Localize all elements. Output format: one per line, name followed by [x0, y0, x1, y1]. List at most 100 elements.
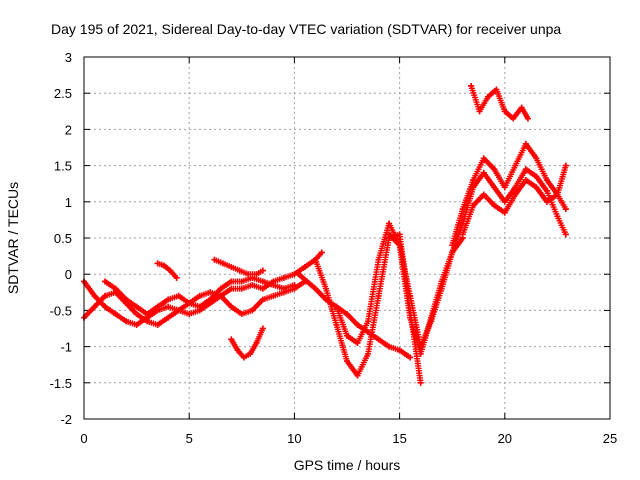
data-point: [417, 350, 424, 357]
data-point: [386, 220, 393, 227]
data-point: [562, 206, 569, 213]
y-tick-label: 0.5: [54, 231, 72, 246]
data-point: [154, 321, 161, 328]
data-point: [407, 314, 414, 321]
data-point: [365, 350, 372, 357]
data-point: [396, 242, 403, 249]
y-tick-label: 2: [65, 122, 72, 137]
data-point: [238, 311, 245, 318]
data-point: [533, 173, 540, 180]
x-axis-label: GPS time / hours: [294, 457, 401, 473]
data-point: [522, 177, 529, 184]
data-point: [354, 321, 361, 328]
data-point: [344, 332, 350, 339]
data-series: [459, 166, 569, 238]
data-point: [386, 343, 393, 350]
data-point: [196, 292, 203, 299]
data-series: [386, 231, 466, 357]
data-point: [280, 285, 287, 292]
data-point: [522, 166, 529, 173]
data-point: [144, 318, 151, 325]
data-point: [196, 303, 203, 310]
data-point: [417, 379, 424, 386]
y-axis-ticks: -2 -1.5 -1 -0.5 0 0.5 1 1.5 2 2.5 3: [50, 50, 610, 427]
data-point: [375, 256, 382, 263]
data-point: [543, 187, 550, 194]
data-point: [562, 231, 569, 238]
chart-title: Day 195 of 2021, Sidereal Day-to-day VTE…: [51, 21, 561, 37]
data-points: [81, 82, 569, 386]
data-point: [562, 162, 569, 169]
y-tick-label: 2.5: [54, 86, 72, 101]
data-point: [491, 184, 498, 191]
y-tick-label: 1.5: [54, 159, 72, 174]
data-series: [102, 274, 298, 318]
data-point: [186, 300, 193, 307]
y-tick-label: -1: [60, 340, 72, 355]
data-point: [249, 307, 256, 314]
data-point: [123, 318, 130, 325]
data-point: [344, 358, 350, 365]
y-tick-label: -0.5: [50, 303, 72, 318]
data-point: [493, 86, 500, 93]
y-tick-label: 1: [65, 195, 72, 210]
data-series: [449, 140, 569, 249]
x-tick-label: 15: [392, 431, 406, 446]
data-point: [133, 303, 140, 310]
data-point: [270, 292, 277, 299]
data-point: [375, 292, 382, 299]
data-point: [491, 166, 498, 173]
data-point: [484, 93, 491, 100]
data-point: [470, 177, 477, 184]
data-point: [470, 184, 477, 191]
data-point: [154, 303, 161, 310]
data-point: [438, 278, 445, 285]
data-point: [259, 285, 266, 292]
data-point: [167, 267, 174, 274]
data-point: [240, 354, 247, 361]
data-point: [501, 198, 508, 205]
series-fill-markers: [468, 82, 531, 122]
data-point: [459, 231, 466, 238]
data-point: [133, 311, 140, 318]
data-point: [512, 184, 519, 191]
data-point: [533, 184, 540, 191]
data-point: [217, 285, 224, 292]
data-point: [133, 321, 140, 328]
x-tick-label: 0: [80, 431, 87, 446]
data-point: [449, 249, 456, 256]
x-tick-label: 20: [498, 431, 512, 446]
data-point: [459, 206, 466, 213]
data-point: [249, 282, 256, 289]
data-point: [301, 263, 308, 270]
data-point: [165, 303, 172, 310]
data-point: [217, 292, 224, 299]
data-point: [102, 292, 109, 299]
data-point: [112, 311, 119, 318]
data-point: [270, 282, 277, 289]
data-point: [295, 271, 302, 278]
data-point: [491, 202, 498, 209]
data-point: [510, 115, 517, 122]
data-point: [304, 278, 311, 285]
x-axis-ticks: 0 5 10 15 20 25: [80, 57, 617, 446]
data-point: [344, 311, 350, 318]
data-point: [259, 267, 266, 274]
series-fill-markers: [228, 325, 266, 361]
data-point: [186, 311, 193, 318]
data-point: [480, 155, 487, 162]
data-point: [396, 347, 403, 354]
data-point: [449, 242, 456, 249]
data-point: [333, 303, 340, 310]
data-point: [165, 314, 172, 321]
data-point: [522, 140, 529, 147]
y-tick-label: -1.5: [50, 376, 72, 391]
data-point: [375, 336, 382, 343]
data-series: [211, 256, 266, 278]
data-point: [365, 318, 372, 325]
data-point: [247, 350, 254, 357]
data-point: [253, 271, 260, 278]
data-point: [154, 260, 161, 267]
data-point: [554, 191, 561, 198]
data-point: [468, 82, 475, 89]
